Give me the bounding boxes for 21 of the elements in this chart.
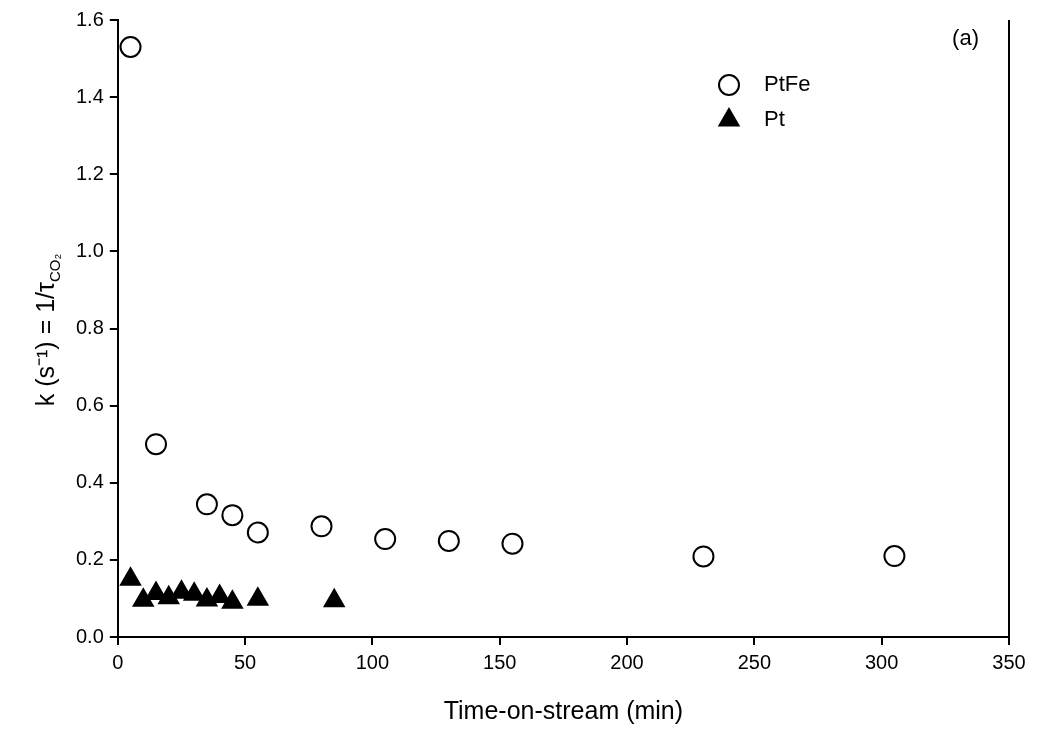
y-tick-label: 1.4 [75,84,104,107]
y-tick-label: 1.0 [75,238,104,261]
x-tick-label: 250 [737,650,772,673]
x-tick-label: 0 [112,650,124,673]
x-tick-label: 50 [233,650,257,673]
x-axis-title: Time-on-stream (min) [443,695,684,724]
annotation: (a) [952,25,979,51]
y-tick-label: 0.8 [75,316,104,339]
x-tick-label: 200 [610,650,644,673]
x-tick-label: 100 [355,650,390,673]
x-tick-label: 150 [483,650,517,673]
y-tick-label: 1.2 [75,161,104,184]
y-tick-label: 0.0 [75,624,104,647]
legend-label: PtFe [764,71,811,97]
y-tick-label: 0.6 [75,393,104,416]
legend-label: Pt [764,106,785,132]
x-tick-label: 350 [992,650,1026,673]
y-tick-label: 0.2 [75,547,104,570]
y-tick-label: 0.4 [75,470,104,493]
x-tick-label: 300 [865,650,899,673]
y-tick-label: 1.6 [75,7,104,30]
